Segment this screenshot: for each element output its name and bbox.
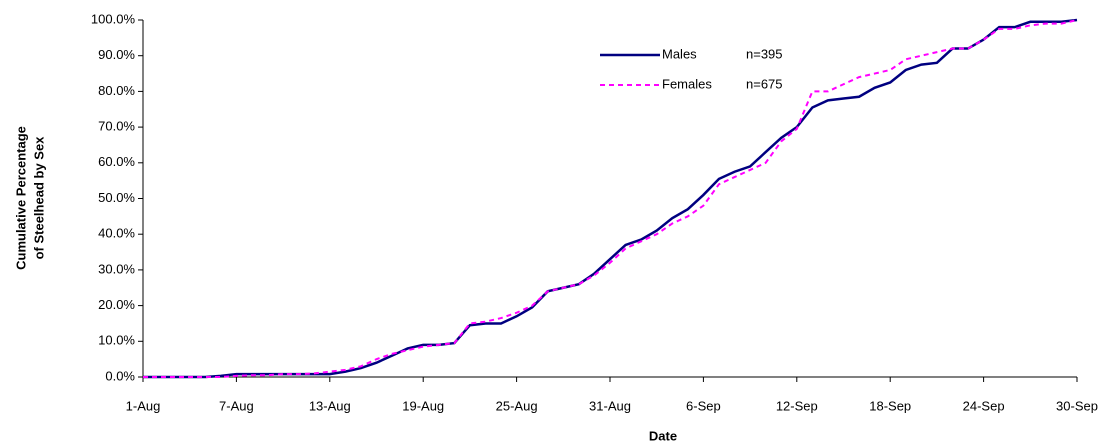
x-tick-label: 12-Sep xyxy=(776,398,818,413)
legend-sample: n=675 xyxy=(746,76,783,91)
y-axis-title: Cumulative Percentage xyxy=(13,126,28,270)
x-tick-label: 31-Aug xyxy=(589,398,631,413)
y-tick-label: 40.0% xyxy=(98,226,135,241)
x-tick-label: 7-Aug xyxy=(219,398,254,413)
y-tick-label: 70.0% xyxy=(98,119,135,134)
x-tick-label: 13-Aug xyxy=(309,398,351,413)
series-line xyxy=(143,19,1078,378)
x-axis-title: Date xyxy=(649,428,677,443)
y-tick-label: 80.0% xyxy=(98,83,135,98)
x-tick-label: 18-Sep xyxy=(869,398,911,413)
x-tick-label: 6-Sep xyxy=(686,398,721,413)
y-tick-label: 0.0% xyxy=(105,368,135,383)
y-tick-label: 30.0% xyxy=(98,261,135,276)
legend-label: Females xyxy=(662,76,712,91)
x-tick-label: 25-Aug xyxy=(496,398,538,413)
series-line xyxy=(143,18,1078,379)
y-tick-label: 50.0% xyxy=(98,190,135,205)
y-axis-title: of Steelhead by Sex xyxy=(31,136,46,260)
x-tick-label: 24-Sep xyxy=(963,398,1005,413)
y-tick-label: 90.0% xyxy=(98,47,135,62)
legend-label: Males xyxy=(662,46,697,61)
y-tick-label: 100.0% xyxy=(91,11,136,26)
x-tick-label: 1-Aug xyxy=(126,398,161,413)
y-tick-label: 10.0% xyxy=(98,333,135,348)
x-tick-label: 19-Aug xyxy=(402,398,444,413)
y-tick-label: 60.0% xyxy=(98,154,135,169)
y-tick-label: 20.0% xyxy=(98,297,135,312)
legend-sample: n=395 xyxy=(746,46,783,61)
x-tick-label: 30-Sep xyxy=(1056,398,1098,413)
